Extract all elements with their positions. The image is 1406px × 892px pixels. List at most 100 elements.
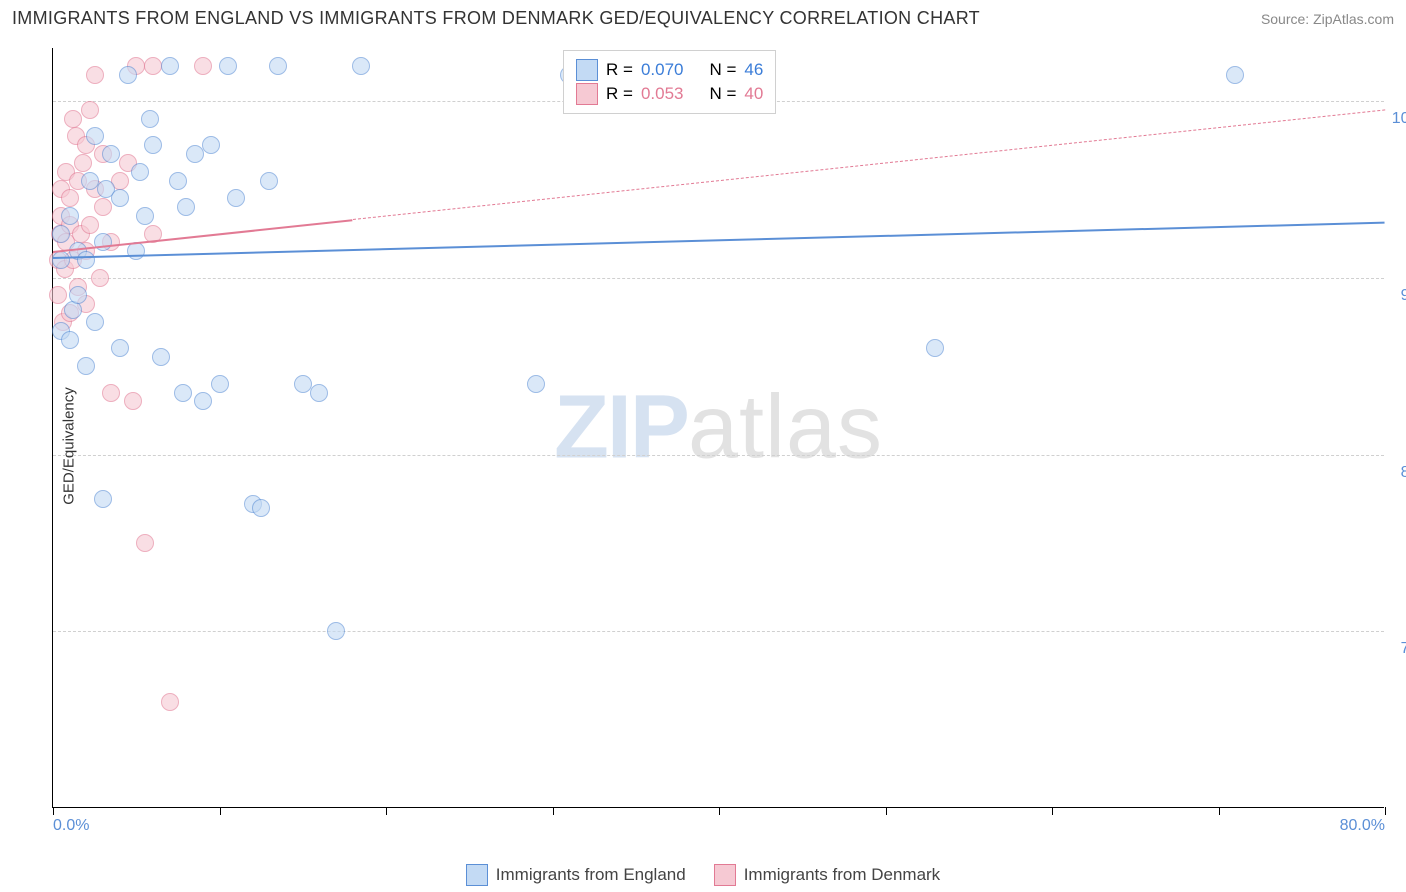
data-point-england <box>186 145 204 163</box>
x-tick <box>1052 807 1053 815</box>
trend-line <box>53 221 1385 258</box>
data-point-england <box>252 499 270 517</box>
data-point-england <box>77 251 95 269</box>
legend-bottom: Immigrants from England Immigrants from … <box>0 864 1406 886</box>
data-point-england <box>94 490 112 508</box>
data-point-england <box>327 622 345 640</box>
data-point-england <box>169 172 187 190</box>
data-point-england <box>352 57 370 75</box>
legend-item-england: Immigrants from England <box>466 864 686 886</box>
x-tick <box>386 807 387 815</box>
y-tick-label: 70.0% <box>1401 640 1406 658</box>
x-tick <box>553 807 554 815</box>
legend-row-denmark: R = 0.053 N = 40 <box>576 83 763 105</box>
data-point-england <box>102 145 120 163</box>
watermark-part-a: ZIP <box>554 377 688 477</box>
data-point-england <box>926 339 944 357</box>
data-point-england <box>131 163 149 181</box>
data-point-denmark <box>74 154 92 172</box>
legend-swatch-england <box>466 864 488 886</box>
x-tick-label: 0.0% <box>53 817 89 835</box>
data-point-denmark <box>124 392 142 410</box>
n-label: N = <box>709 60 736 80</box>
data-point-denmark <box>81 216 99 234</box>
r-label: R = <box>606 60 633 80</box>
watermark: ZIPatlas <box>554 376 883 479</box>
data-point-england <box>1226 66 1244 84</box>
x-tick <box>53 807 54 815</box>
data-point-england <box>86 127 104 145</box>
y-tick-label: 90.0% <box>1401 287 1406 305</box>
legend-row-england: R = 0.070 N = 46 <box>576 59 763 81</box>
data-point-denmark <box>136 534 154 552</box>
data-point-england <box>52 225 70 243</box>
legend-swatch <box>576 59 598 81</box>
source-value: ZipAtlas.com <box>1313 11 1394 27</box>
legend-swatch-denmark <box>714 864 736 886</box>
data-point-denmark <box>49 286 67 304</box>
data-point-england <box>194 392 212 410</box>
data-point-england <box>127 242 145 260</box>
n-value: 40 <box>744 84 763 104</box>
data-point-england <box>310 384 328 402</box>
x-tick <box>719 807 720 815</box>
data-point-denmark <box>91 269 109 287</box>
data-point-england <box>174 384 192 402</box>
x-tick <box>220 807 221 815</box>
r-value: 0.070 <box>641 60 684 80</box>
data-point-england <box>161 57 179 75</box>
y-tick-label: 100.0% <box>1392 110 1406 128</box>
data-point-england <box>111 339 129 357</box>
legend-label-england: Immigrants from England <box>496 865 686 885</box>
data-point-england <box>119 66 137 84</box>
data-point-england <box>61 331 79 349</box>
gridline-h <box>53 631 1384 632</box>
data-point-england <box>81 172 99 190</box>
y-tick-label: 80.0% <box>1401 464 1406 482</box>
data-point-england <box>260 172 278 190</box>
r-label: R = <box>606 84 633 104</box>
data-point-england <box>219 57 237 75</box>
x-tick <box>1385 807 1386 815</box>
data-point-denmark <box>61 189 79 207</box>
title-bar: IMMIGRANTS FROM ENGLAND VS IMMIGRANTS FR… <box>12 8 1394 29</box>
data-point-denmark <box>102 384 120 402</box>
legend-item-denmark: Immigrants from Denmark <box>714 864 940 886</box>
trend-line <box>353 110 1385 221</box>
watermark-part-b: atlas <box>688 377 883 477</box>
data-point-denmark <box>81 101 99 119</box>
legend-label-denmark: Immigrants from Denmark <box>744 865 940 885</box>
data-point-england <box>527 375 545 393</box>
data-point-england <box>77 357 95 375</box>
x-tick-label: 80.0% <box>1340 817 1385 835</box>
data-point-denmark <box>94 198 112 216</box>
data-point-england <box>69 286 87 304</box>
x-tick <box>1219 807 1220 815</box>
x-tick <box>886 807 887 815</box>
n-label: N = <box>709 84 736 104</box>
data-point-england <box>202 136 220 154</box>
plot-area: ZIPatlas 70.0%80.0%90.0%100.0%0.0%80.0%R… <box>52 48 1384 808</box>
data-point-england <box>177 198 195 216</box>
data-point-denmark <box>64 110 82 128</box>
data-point-england <box>294 375 312 393</box>
data-point-england <box>144 136 162 154</box>
legend-correlation-box: R = 0.070 N = 46 R = 0.053 N = 40 <box>563 50 776 114</box>
data-point-england <box>52 251 70 269</box>
chart-source: Source: ZipAtlas.com <box>1261 11 1394 27</box>
chart-title: IMMIGRANTS FROM ENGLAND VS IMMIGRANTS FR… <box>12 8 980 29</box>
data-point-england <box>141 110 159 128</box>
data-point-denmark <box>144 57 162 75</box>
gridline-h <box>53 455 1384 456</box>
data-point-england <box>227 189 245 207</box>
data-point-england <box>152 348 170 366</box>
legend-swatch <box>576 83 598 105</box>
data-point-england <box>94 233 112 251</box>
data-point-england <box>86 313 104 331</box>
n-value: 46 <box>744 60 763 80</box>
data-point-denmark <box>194 57 212 75</box>
r-value: 0.053 <box>641 84 684 104</box>
data-point-england <box>111 189 129 207</box>
data-point-england <box>211 375 229 393</box>
data-point-england <box>269 57 287 75</box>
